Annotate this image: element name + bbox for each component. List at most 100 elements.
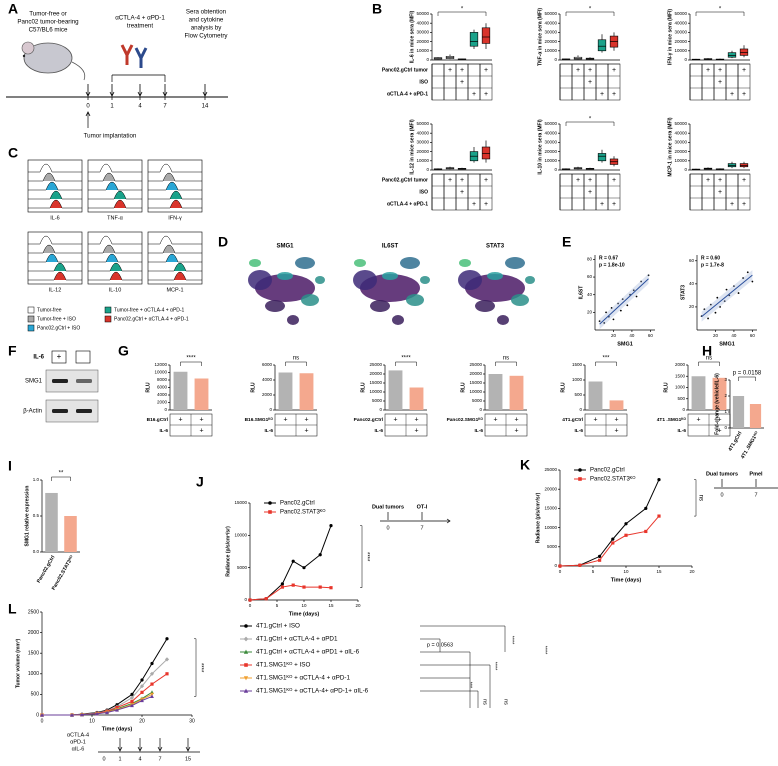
y-tick-label: 30000: [544, 30, 557, 35]
panel-letter: D: [218, 234, 228, 250]
design-sign: +: [718, 67, 722, 74]
box: [573, 56, 583, 60]
y-tick-label: 50000: [416, 11, 429, 16]
row-label: IL-6: [159, 428, 168, 434]
marker: [40, 712, 44, 717]
y-tick-label: 10000: [544, 158, 557, 163]
y-tick-label: 6000: [262, 362, 273, 367]
y-tick-label: 1500: [572, 362, 583, 367]
y-axis-label: TNF-α in mice sera (MFI): [537, 8, 543, 66]
marker: [598, 558, 602, 562]
marker: [150, 661, 154, 666]
histogram-ridge: [148, 172, 202, 182]
significance: ****: [363, 552, 369, 562]
histogram-ridge: [28, 163, 82, 173]
x-tick-label: 0: [41, 718, 44, 724]
histogram-ridge: [148, 244, 202, 254]
design-sign: +: [484, 177, 488, 184]
design-sign: +: [718, 177, 722, 184]
umap-cluster: [295, 257, 315, 269]
day-label: 0: [86, 104, 90, 110]
marker: [264, 597, 268, 601]
umap-cluster: [354, 259, 366, 267]
sig-bracket: [395, 361, 417, 366]
histogram-ridge: [148, 190, 202, 200]
y-tick-label: 20000: [369, 371, 382, 376]
y-axis-label: Tumor volume (mm³): [15, 638, 21, 688]
sig-bracket: [738, 376, 756, 381]
y-tick-label: 1: [724, 409, 727, 414]
marker: [130, 699, 134, 704]
design-sign: +: [717, 416, 721, 423]
point: [626, 304, 629, 307]
marker: [268, 501, 272, 505]
point: [707, 317, 709, 320]
inset-label: OT-I: [417, 504, 428, 510]
y-axis-label: MCP-1 in mice sera (MFI): [667, 117, 673, 177]
box: [727, 52, 737, 58]
band: [52, 409, 68, 413]
row-label: IL-6: [677, 428, 686, 434]
y-tick-label: 10000: [674, 158, 687, 163]
x-tick-label: 30: [189, 718, 195, 724]
sig-bracket: [51, 476, 71, 481]
design-sign: +: [414, 416, 418, 423]
panel-letter: B: [372, 1, 382, 17]
design-sign: +: [472, 201, 476, 208]
y-tick-label: 20000: [674, 149, 687, 154]
y-tick-label: 10000: [544, 48, 557, 53]
marker: [130, 692, 134, 697]
point: [746, 271, 749, 274]
point: [733, 285, 735, 288]
y-tick-label: 2000: [675, 362, 686, 367]
marker-label: IL-12: [49, 287, 62, 293]
design-sign: +: [612, 201, 616, 208]
x-tick-label: 60: [750, 333, 756, 338]
day-label: 4: [138, 104, 142, 110]
histogram-ridge: [148, 271, 202, 281]
y-axis-label: Radiance (p/s/cm²/sr): [225, 526, 231, 577]
marker: [244, 663, 248, 667]
umap-title: SMG1: [276, 244, 294, 250]
comparison-label: ****: [509, 636, 515, 645]
stat-label: R = 0.60: [701, 255, 720, 261]
panel-letter: C: [8, 145, 18, 161]
y-axis-label: IFN-γ in mice sera (MFI): [667, 9, 673, 65]
significance: ns: [503, 356, 509, 362]
marker: [318, 553, 322, 557]
y-tick-label: 30000: [416, 30, 429, 35]
y-axis-label: RLU: [560, 382, 566, 393]
marker: [657, 514, 661, 518]
y-tick-label: 500: [31, 692, 40, 698]
significance: ***: [602, 356, 610, 362]
y-tick-label: 0.0: [33, 549, 40, 554]
y-tick-label: 50000: [416, 121, 429, 126]
readout-label: Sera obtention: [186, 9, 227, 16]
sig-bracket: [437, 11, 487, 16]
bar: [712, 377, 727, 410]
panel-letter: A: [8, 1, 18, 17]
umap-cluster: [458, 270, 482, 290]
drug-label: αIL-6: [72, 746, 85, 752]
panel-letter: E: [562, 234, 571, 250]
legend-swatch: [27, 315, 35, 323]
umap-cluster: [505, 257, 525, 269]
y-tick-label: 10000: [154, 370, 167, 375]
design-sign: +: [600, 201, 604, 208]
point: [610, 307, 613, 309]
arrow-head: [446, 518, 451, 524]
x-tick-label: 20: [611, 333, 617, 338]
x-tick-label: 5: [276, 603, 279, 608]
umap-cluster: [315, 276, 325, 284]
design-sign: +: [448, 177, 452, 184]
y-tick-label: 40000: [544, 130, 557, 135]
marker: [280, 582, 284, 586]
fit-line: [701, 274, 753, 317]
umap-cluster: [406, 294, 424, 306]
marker-label: IL-10: [109, 287, 122, 293]
histogram-frame: [87, 231, 143, 285]
y-axis-label: IL-6 in mice sera (MFI): [409, 10, 415, 63]
point: [725, 288, 728, 291]
drug-label: αPD-1: [70, 739, 86, 745]
umap-cluster: [301, 294, 319, 306]
